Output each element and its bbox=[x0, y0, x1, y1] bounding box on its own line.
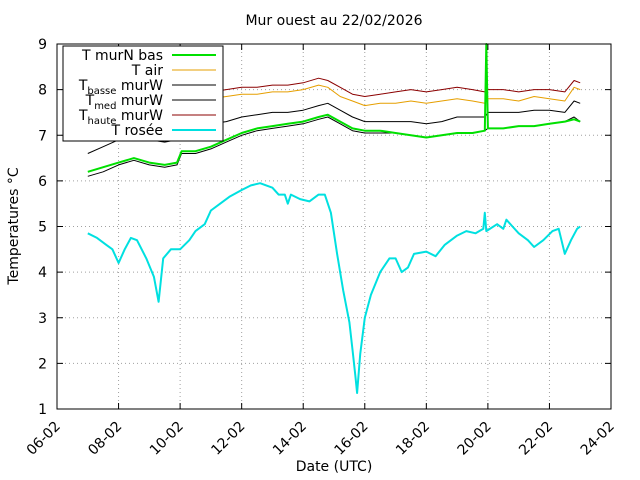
legend-box bbox=[62, 45, 224, 142]
series-line-0 bbox=[87, 43, 581, 173]
y-tick-label: 3 bbox=[38, 311, 47, 327]
x-axis-label: Date (UTC) bbox=[296, 459, 373, 475]
y-tick-label: 2 bbox=[38, 356, 47, 372]
legend-label: T murN bas bbox=[81, 48, 163, 64]
gridlines bbox=[57, 44, 611, 409]
legend-label: Tbasse murW bbox=[78, 78, 163, 97]
y-tick-label: 9 bbox=[38, 37, 47, 53]
legend-label: Thaute murW bbox=[78, 108, 163, 127]
series-line-5 bbox=[87, 182, 581, 394]
chart-title: Mur ouest au 22/02/2026 bbox=[245, 13, 422, 29]
y-tick-label: 7 bbox=[38, 128, 47, 144]
y-axis-label: Temperatures °C bbox=[6, 167, 22, 285]
y-tick-label: 5 bbox=[38, 220, 47, 236]
y-tick-label: 4 bbox=[38, 265, 47, 281]
legend-label: T air bbox=[131, 63, 163, 79]
y-tick-label: 1 bbox=[38, 402, 47, 418]
y-tick-label: 8 bbox=[38, 83, 47, 99]
y-tick-label: 6 bbox=[38, 174, 47, 190]
legend-label: T rosée bbox=[110, 123, 163, 139]
legend-label: Tmed murW bbox=[85, 93, 164, 112]
